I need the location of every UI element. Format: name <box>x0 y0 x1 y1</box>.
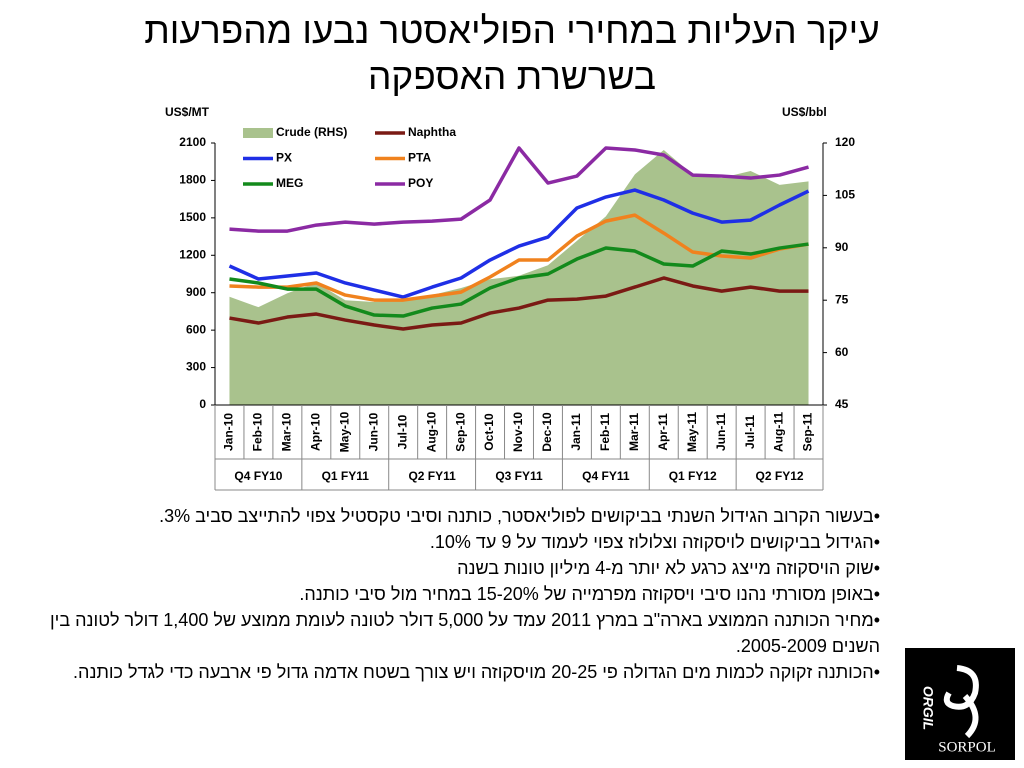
legend-label: POY <box>408 176 433 190</box>
x-tick-label: Jul-11 <box>743 415 757 449</box>
line <box>229 276 809 331</box>
logo-side: ORGIL <box>920 686 936 730</box>
bullet: מחיר הכותנה הממוצע בארה"ב במרץ 2011 עמד … <box>50 607 880 659</box>
legend-swatch <box>243 128 273 138</box>
x-tick-label: Apr-11 <box>656 413 670 451</box>
x-tick-label: Feb-10 <box>251 412 265 451</box>
x-tick-label: Aug-10 <box>424 411 438 452</box>
y-axis-title: US$/MT <box>165 105 210 119</box>
x-tick-label: Dec-10 <box>540 412 554 452</box>
bullet: הכותנה זקוקה לכמות מים הגדולה פי 20-25 מ… <box>50 659 880 685</box>
x-tick-label: Jun-10 <box>366 412 380 451</box>
x-tick-label: Jun-11 <box>714 413 728 451</box>
logo-mark: ORGIL SORPOL <box>920 665 996 755</box>
line <box>229 242 809 318</box>
line <box>228 188 810 299</box>
bullet: בעשור הקרוב הגידול השנתי בביקושים לפוליא… <box>50 503 880 529</box>
y2-tick-label: 60 <box>835 345 849 359</box>
y-tick-label: 1800 <box>179 173 206 187</box>
x-tick-label: Sep-11 <box>801 412 815 451</box>
title-line: בשרשרת האספקה <box>367 56 657 97</box>
bullet: באופן מסורתי נהנו סיבי ויסקוזה מפרמייה ש… <box>50 581 880 607</box>
y-tick-label: 1500 <box>179 210 206 224</box>
x-tick-label: May-11 <box>685 412 699 452</box>
title-line: עיקר העליות במחירי הפוליאסטר נבעו מהפרעו… <box>144 10 880 51</box>
x-tick-label: Jan-10 <box>222 413 236 451</box>
x-tick-label: Feb-11 <box>598 413 612 451</box>
quarter-label: Q4 FY11 <box>582 469 630 483</box>
x-tick-label: Nov-10 <box>511 412 525 452</box>
quarter-label: Q1 FY12 <box>669 469 717 483</box>
y2-tick-label: 120 <box>835 135 855 149</box>
x-tick-label: Mar-10 <box>280 412 294 451</box>
y-tick-label: 1200 <box>179 247 206 261</box>
y-tick-label: 2100 <box>179 135 206 149</box>
legend-label: Crude (RHS) <box>276 125 347 139</box>
y2-tick-label: 90 <box>835 240 849 254</box>
y-tick-label: 300 <box>186 360 206 374</box>
quarter-label: Q2 FY11 <box>408 469 456 483</box>
y2-tick-label: 45 <box>835 397 849 411</box>
y2-tick-label: 75 <box>835 292 849 306</box>
bullet: הגידול בביקושים לויסקוזה וצלולוז צפוי לע… <box>50 529 880 555</box>
x-tick-label: Mar-11 <box>627 413 641 451</box>
quarter-label: Q1 FY11 <box>322 469 370 483</box>
x-tick-label: Sep-10 <box>453 412 467 452</box>
legend-label: Naphtha <box>408 125 456 139</box>
y2-tick-label: 105 <box>835 188 855 202</box>
quarter-label: Q3 FY11 <box>495 469 543 483</box>
bullet-list: בעשור הקרוב הגידול השנתי בביקושים לפוליא… <box>50 503 894 685</box>
slide-title: עיקר העליות במחירי הפוליאסטר נבעו מהפרעו… <box>40 8 984 100</box>
x-tick-label: Aug-11 <box>772 412 786 452</box>
y-tick-label: 900 <box>186 285 206 299</box>
y-tick-label: 0 <box>199 397 206 411</box>
bullet: שוק הויסקוזה מייצג כרגע לא יותר מ-4 מילי… <box>50 555 880 581</box>
y-tick-label: 600 <box>186 322 206 336</box>
chart: 0 300 600 900 1200 1500 1800 2100 45 60 75 90 105 120… <box>165 105 855 491</box>
y2-axis-title: US$/bbl <box>782 105 827 119</box>
x-tick-label: Jan-11 <box>569 413 583 451</box>
legend-label: PX <box>276 151 292 165</box>
logo: ORGIL SORPOL <box>905 648 1015 760</box>
x-tick-label: Oct-10 <box>482 413 496 451</box>
legend-label: PTA <box>408 151 431 165</box>
line <box>229 146 809 233</box>
quarter-label: Q4 FY10 <box>234 469 282 483</box>
logo-name: SORPOL <box>938 739 996 755</box>
x-tick-label: Apr-10 <box>309 413 323 451</box>
x-tick-label: Jul-10 <box>395 414 409 449</box>
quarter-label: Q2 FY12 <box>756 469 804 483</box>
x-tick-label: May-10 <box>337 411 351 452</box>
legend-label: MEG <box>276 176 303 190</box>
